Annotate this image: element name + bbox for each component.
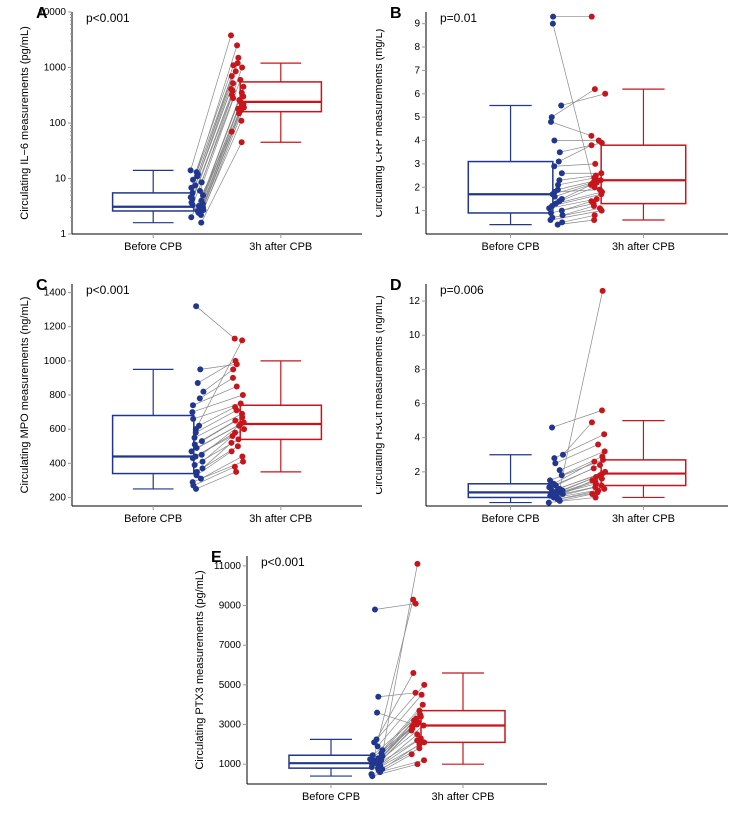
boxplot (468, 455, 553, 503)
dots-after (589, 288, 608, 501)
y-tick-label: 3 (414, 159, 420, 170)
y-tick-label: 600 (49, 424, 66, 435)
panel-letter: B (390, 5, 402, 22)
p-value-label: p=0.006 (440, 283, 484, 297)
y-tick-label: 8 (414, 42, 420, 53)
y-tick-label: 800 (49, 390, 66, 401)
y-tick-label: 100 (49, 118, 66, 129)
x-label-before: Before CPB (302, 791, 360, 803)
boxplot (113, 170, 194, 222)
boxplot (601, 421, 686, 498)
x-label-before: Before CPB (482, 241, 540, 253)
p-value-label: p<0.001 (86, 283, 130, 297)
y-tick-label: 6 (414, 399, 420, 410)
x-label-after: 3h after CPB (612, 241, 675, 253)
panel-A: 110100100010000Before CPB3h after CPBCir… (10, 0, 370, 270)
panel-B: 1 2 3 4 5 6 7 8 9 Before CPB 3h after CPB Circulati… (376, 0, 736, 270)
x-label-after: 3h after CPB (612, 513, 675, 525)
panel-svg-B: 1 2 3 4 5 6 7 8 9 Before CPB 3h after CPB Circulati… (376, 0, 736, 270)
boxplot (240, 63, 321, 142)
panel-D: 2 4 6 8 10 12 Before CPB 3h after CPB Circulatin… (376, 272, 736, 542)
y-tick-label: 8 (414, 364, 420, 375)
panel-svg-C: 200400600800100012001400Before CPB3h aft… (10, 272, 370, 542)
y-tick-label: 4 (414, 136, 420, 147)
y-title: Circulating IL−6 measurements (pg/mL) (19, 26, 31, 220)
y-tick-label: 4 (414, 433, 420, 444)
y-tick-label: 7 (414, 65, 420, 76)
figure: 110100100010000Before CPB3h after CPBCir… (0, 0, 738, 822)
y-tick-label: 1 (414, 206, 420, 217)
x-label-after: 3h after CPB (432, 791, 495, 803)
boxplot (468, 105, 553, 224)
p-value-label: p<0.001 (86, 11, 130, 25)
p-value-label: p<0.001 (261, 555, 305, 569)
panel-letter: E (211, 549, 222, 566)
p-value-label: p=0.01 (440, 11, 477, 25)
y-tick-label: 2 (414, 467, 420, 478)
y-tick-label: 7000 (219, 640, 242, 651)
y-tick-label: 1000 (44, 356, 67, 367)
dots-after (588, 14, 608, 223)
dots-before (546, 14, 565, 228)
y-tick-label: 1200 (44, 322, 67, 333)
x-label-after: 3h after CPB (249, 513, 312, 525)
y-tick-label: 6 (414, 89, 420, 100)
panel-svg-D: 2 4 6 8 10 12 Before CPB 3h after CPB Circulatin… (376, 272, 736, 542)
panel-letter: A (36, 5, 48, 22)
y-title: Circulating H3Cit measurements (ng/mL) (376, 295, 385, 494)
pair-lines (549, 17, 605, 225)
x-label-before: Before CPB (124, 513, 182, 525)
panel-E: 1000300050007000900011000Before CPB3h af… (185, 544, 555, 820)
y-title: Circulating CRP measurements (mg/L) (376, 29, 385, 218)
y-tick-label: 10 (409, 330, 421, 341)
y-tick-label: 1000 (219, 759, 242, 770)
panel-letter: C (36, 277, 48, 294)
y-tick-label: 10 (55, 174, 67, 185)
y-tick-label: 2 (414, 182, 420, 193)
x-label-before: Before CPB (124, 241, 182, 253)
panel-letter: D (390, 277, 402, 294)
boxplot (289, 739, 373, 776)
y-title: Circulating MPO measurements (ng/mL) (19, 297, 31, 494)
y-tick-label: 1000 (44, 63, 67, 74)
dots-before (367, 607, 385, 780)
panel-C: 200400600800100012001400Before CPB3h aft… (10, 272, 370, 542)
y-tick-label: 1 (60, 229, 66, 240)
boxplot (421, 673, 505, 764)
y-tick-label: 3000 (219, 720, 242, 731)
panel-svg-A: 110100100010000Before CPB3h after CPBCir… (10, 0, 370, 270)
boxplot (601, 89, 686, 220)
y-tick-label: 200 (49, 492, 66, 503)
y-tick-label: 9000 (219, 601, 242, 612)
x-label-before: Before CPB (482, 513, 540, 525)
boxplot (240, 361, 321, 472)
y-tick-label: 5 (414, 112, 420, 123)
y-tick-label: 9 (414, 19, 420, 30)
y-tick-label: 400 (49, 458, 66, 469)
y-title: Circulating PTX3 measurements (pg/mL) (194, 570, 206, 769)
y-tick-label: 12 (409, 296, 421, 307)
x-label-after: 3h after CPB (249, 241, 312, 253)
dots-after (408, 561, 427, 767)
dots-before (546, 424, 566, 505)
boxplot (113, 369, 194, 489)
y-tick-label: 5000 (219, 680, 242, 691)
panel-svg-E: 1000300050007000900011000Before CPB3h af… (185, 544, 555, 820)
